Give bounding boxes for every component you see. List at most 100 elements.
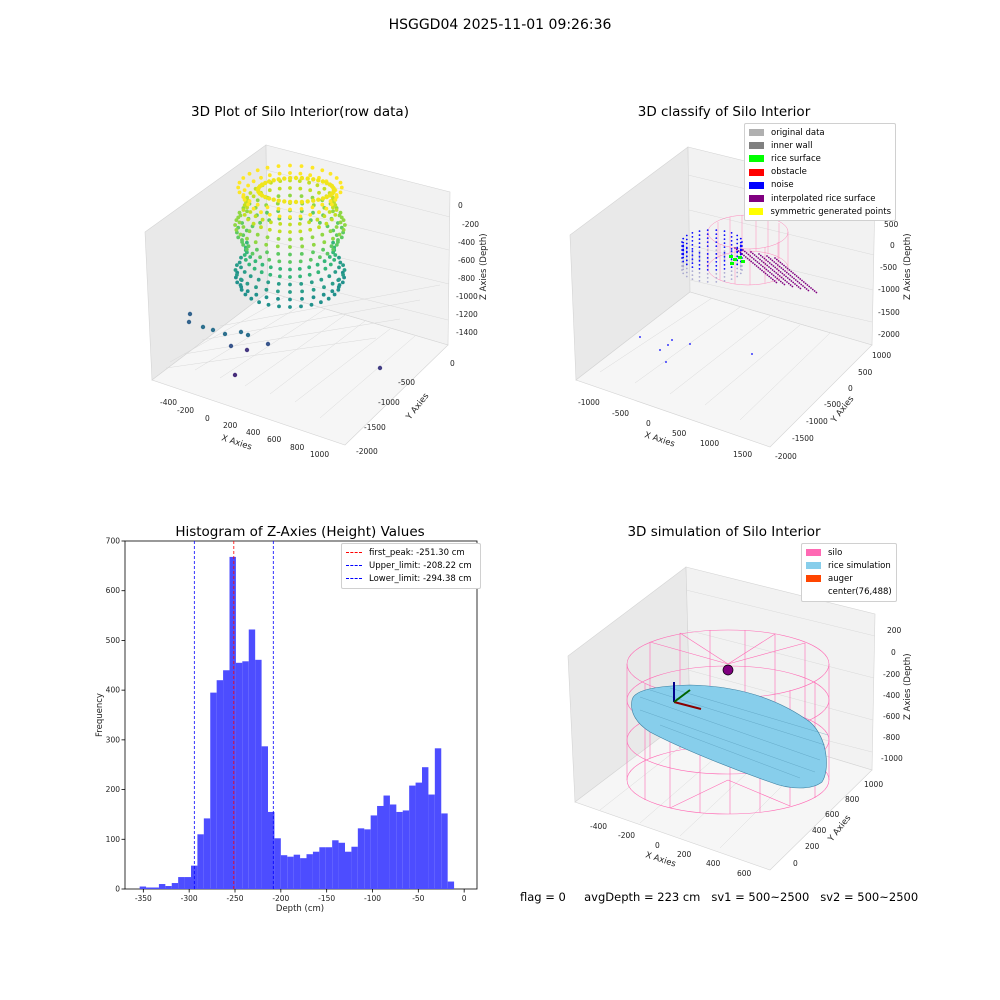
plot2-point [778,279,780,281]
plot2-point [685,238,688,241]
plot4-legend: silo rice simulation auger center(76,488… [801,543,897,602]
plot1-point [330,289,335,294]
plot4-ytick-0: 0 [793,859,798,868]
plot1-point [267,227,272,232]
plot2-point [750,260,753,263]
legend-item: center(76,488) [806,586,892,599]
plot1-point [288,290,292,294]
plot2-point [746,257,749,260]
plot1-point [331,209,335,214]
plot2-point [685,259,688,262]
hist-bar [293,854,301,889]
plot1-point [248,210,253,214]
plot2-point [730,248,733,250]
plot2-point [756,261,759,263]
plot2-point [730,270,733,272]
plot2-point [734,247,736,249]
plot4-ztick-2: -200 [883,670,900,679]
plot1-point [249,296,254,301]
plot1-point [311,250,315,255]
plot2-point [777,269,780,272]
plot1-point [248,274,253,279]
plot2-point [762,271,765,273]
plot1-point [293,199,299,205]
plot2-point [779,261,782,264]
plot1-point [241,176,246,180]
plot2-point [798,282,801,284]
plot2-point [773,261,776,263]
plot1-point [324,206,329,211]
plot1-point [297,179,302,184]
plot1-point [322,214,327,219]
hist-xticks: -350 -300 -250 -200 -150 -100 -50 0 [135,889,467,903]
plot1-point [309,302,314,307]
plot2-point [698,276,701,278]
plot2-point [682,244,685,247]
plot2-point [715,253,718,255]
plot2-point [706,229,709,232]
plot2-point [782,268,785,271]
hist-bar [338,842,345,889]
plot1-point [288,171,292,175]
plot1-point [331,185,336,191]
plot1-point [299,207,304,211]
plot2-point [778,265,781,268]
legend-label: auger [828,573,853,584]
plot1-point [265,165,270,170]
plot2-point [682,237,685,240]
plot2-point [682,264,685,267]
hist-bar [300,858,307,889]
hist-bar [415,782,422,889]
plot1-point [332,258,337,262]
plot1-point [316,270,321,275]
hist-bar [447,881,455,889]
plot1-point [288,252,292,257]
plot2-point [787,282,790,285]
plot2-point [706,249,709,252]
plot2-point [691,266,694,268]
plot1-point [268,265,273,270]
plot1-ztick-6: -1200 [456,310,478,319]
plot1-point [299,164,304,169]
legend-item: rice simulation [806,559,892,572]
legend-swatch [749,142,764,150]
plot2-point [775,262,777,265]
plot1-point [307,265,312,270]
plot4-xtick-0: -400 [590,822,607,831]
plot1-point [324,221,329,226]
plot1-point [309,280,314,285]
plot1-point [288,207,292,212]
plot2-point [698,264,701,266]
plot2-point [742,249,744,251]
plot1-point [320,232,325,237]
plot2-point [689,343,691,345]
plot1-point [276,194,281,199]
legend-item: inner wall [749,139,891,152]
plot2-point [682,272,685,275]
plot1-point [323,266,328,271]
plot1-point [320,196,326,201]
plot2-point [750,251,752,253]
hist-bar [280,855,288,889]
legend-label: noise [771,180,794,191]
legend-item: Upper_limit: -208.22 cm [346,559,476,572]
hist-bar [319,847,326,889]
legend-item: Lower_limit: -294.38 cm [346,572,476,585]
plot1-point [269,220,273,225]
plot2-point [815,291,818,294]
plot2-point [715,277,718,279]
plot2-point [682,252,685,255]
plot1-point [299,194,304,199]
hist-bar [184,877,191,889]
plot1-point [276,177,281,182]
plot2-point [691,232,694,234]
plot2-point [715,269,718,271]
plot1-point [288,163,292,168]
plot2-point [764,263,767,265]
plot2-point [792,281,795,284]
legend-label: Upper_limit: -208.22 cm [369,560,472,571]
plot2-ytick-4: -1000 [806,417,828,426]
plot2-point [753,254,756,256]
legend-item: noise [749,179,891,192]
plot2-point [759,258,761,261]
